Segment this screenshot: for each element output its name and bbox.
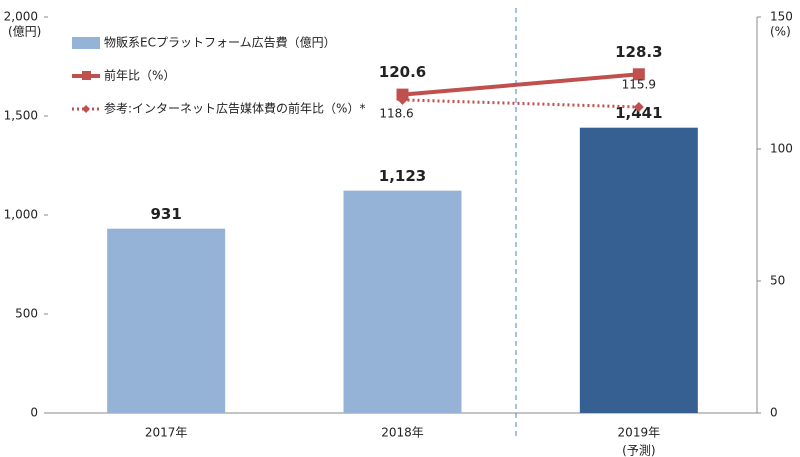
line-value-label: 120.6 (379, 63, 426, 81)
y-tick-label: 1,000 (4, 208, 38, 222)
x-tick-label: 2018年 (381, 426, 424, 440)
y2-tick-label: 150 (770, 10, 793, 24)
bar-value-label: 1,123 (379, 167, 426, 185)
bar (343, 190, 462, 413)
legend-marker (82, 71, 91, 80)
y2-tick-label: 0 (770, 406, 778, 420)
bar (107, 228, 226, 413)
y-tick-label: 2,000 (4, 10, 38, 24)
x-tick-label: 2019年 (618, 426, 661, 440)
y2-axis-unit: (%) (770, 25, 791, 39)
legend-swatch (72, 37, 100, 49)
legend-label: 物販系ECプラットフォーム広告費（億円） (104, 35, 336, 50)
line (402, 98, 639, 109)
line-marker (633, 102, 644, 113)
y-tick-label: 0 (30, 406, 38, 420)
line-marker (396, 88, 409, 101)
x-tick-label: 2017年 (145, 426, 188, 440)
bar-value-label: 1,441 (615, 104, 662, 122)
line-marker (632, 68, 645, 81)
line-value-label: 118.6 (379, 106, 413, 120)
y-tick-label: 1,500 (4, 109, 38, 123)
line (402, 72, 640, 97)
line-value-label: 128.3 (615, 43, 662, 61)
legend-label: 前年比（%） (104, 68, 175, 83)
legend-marker (82, 105, 90, 113)
bar-value-label: 931 (151, 205, 182, 223)
line-value-label: 115.9 (622, 78, 656, 92)
y2-tick-label: 100 (770, 142, 793, 156)
y-tick-label: 500 (15, 307, 38, 321)
x-annotation: (予測) (622, 444, 655, 457)
legend-label: 参考:インターネット広告媒体費の前年比（%）* (104, 101, 365, 116)
line-marker (397, 94, 408, 105)
y2-tick-label: 50 (770, 274, 785, 288)
bar (579, 127, 698, 413)
y-axis-unit: (億円) (8, 25, 41, 39)
